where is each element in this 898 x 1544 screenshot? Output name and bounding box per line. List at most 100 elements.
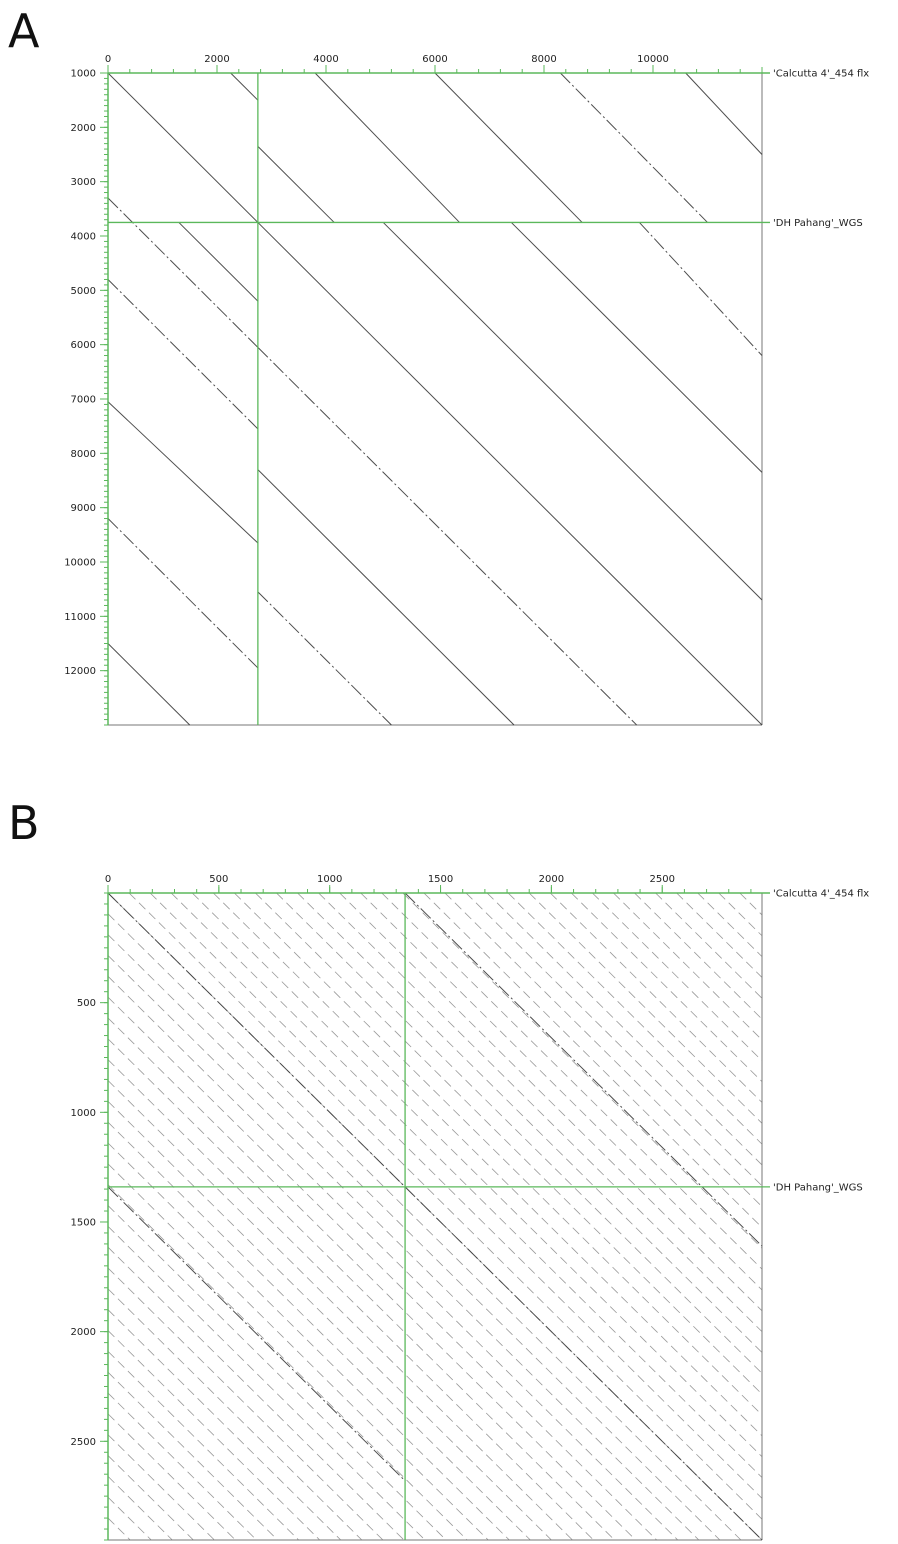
panel-b-dot-segment [107, 913, 742, 1541]
panel-a-x-tick-label: 10000 [637, 54, 669, 65]
panel-b-dot-segment [149, 892, 763, 1499]
panel-b-dot-segment [107, 1413, 236, 1541]
panel-a-dot-segment [510, 222, 763, 473]
panel-a-x-sequence-label: 'Calcutta 4'_454 flx [773, 69, 869, 80]
panel-a-dot-segment [314, 72, 460, 223]
panel-b-dot-segment [107, 1101, 552, 1541]
panel-b-dot-segment [107, 1059, 594, 1541]
panel-b-y-tick-label: 1500 [71, 1217, 96, 1228]
panel-b-dot-segment [107, 1330, 320, 1541]
panel-b-dot-segment [107, 1455, 194, 1541]
panel-b-dot-segment [550, 892, 763, 1103]
panel-a-dot-segment [639, 222, 763, 356]
panel-a-dot-segment [257, 591, 392, 726]
panel-b-dot-segment [107, 955, 700, 1541]
panel-a-y-tick-label: 6000 [71, 340, 96, 351]
panel-b-dot-segment [423, 892, 763, 1228]
panel-b-dot-segment [676, 892, 763, 978]
panel-b-x-tick-label: 0 [105, 874, 111, 885]
panel-a-x-tick-label: 6000 [422, 54, 447, 65]
panel-label-a: A [8, 4, 40, 58]
panel-b-y-tick-label: 2000 [71, 1327, 96, 1338]
panel-a-x-tick-label: 2000 [204, 54, 229, 65]
panel-b-dot-segment [107, 1517, 131, 1541]
panel-b-dot-segment [107, 1267, 384, 1541]
panel-a-y-tick-label: 7000 [71, 395, 96, 406]
panel-b-dot-segment [107, 1205, 447, 1541]
panel-a-y-tick-label: 10000 [64, 558, 96, 569]
panel-b-dot-segment [107, 1226, 426, 1541]
panel-b-dot-segment [107, 1392, 257, 1541]
panel-b-dot-segment [718, 892, 763, 937]
panel-b-dot-segment [107, 892, 406, 1188]
panel-b-x-tick-label: 1500 [428, 874, 453, 885]
panel-b-dot-segment [297, 892, 763, 1353]
panel-b-dot-segment [107, 1186, 406, 1482]
panel-b-x-tick-label: 2500 [650, 874, 675, 885]
panel-b-dot-segment [381, 892, 763, 1270]
panel-b-dot-segment [339, 892, 763, 1312]
panel-b-dot-segment [634, 892, 763, 1020]
panel-a-dot-segment [382, 222, 763, 601]
panel-b-dot-segment [402, 892, 763, 1249]
panel-b-dot-segment [107, 1142, 510, 1541]
panel-b-dot-segment [507, 892, 763, 1145]
panel-a-y-sequence-label: 'DH Pahang'_WGS [773, 218, 863, 229]
panel-a-dot-segment [559, 72, 708, 223]
panel-b-y-tick-label: 2500 [71, 1437, 96, 1448]
panel-b-dot-segment [107, 976, 679, 1541]
panel-a-y-tick-label: 2000 [71, 123, 96, 134]
panel-a-dot-segment [257, 145, 335, 223]
panel-b-dot-segment [107, 934, 721, 1541]
panel-a-x-tick-label: 8000 [531, 54, 556, 65]
panel-a-dot-segment [107, 72, 259, 223]
panel-b-dot-segment [213, 892, 763, 1437]
panel-b-dot-segment [592, 892, 763, 1062]
panel-a-y-tick-label: 5000 [71, 286, 96, 297]
panel-b-dot-segment [234, 892, 763, 1416]
panel-b-dot-segment [486, 892, 763, 1166]
panel-b-y-tick-label: 1000 [71, 1108, 96, 1119]
panel-a-y-tick-label: 12000 [64, 666, 96, 677]
panel-b-dot-segment [444, 892, 763, 1207]
panel-a-dot-segment [257, 222, 763, 726]
panel-a-y-tick-label: 1000 [71, 69, 96, 80]
panel-b-x-sequence-label: 'Calcutta 4'_454 flx [773, 889, 869, 900]
panel-b-dot-segment [128, 892, 763, 1520]
panel-b-dot-segment [107, 1080, 573, 1541]
panel-a-y-tick-label: 3000 [71, 177, 96, 188]
panel-b-y-tick-label: 500 [77, 998, 96, 1009]
panel-b-dot-segment [107, 1371, 278, 1541]
panel-b-dot-segment [465, 892, 763, 1187]
panel-b-dot-segment [107, 1184, 468, 1541]
panel-a-dot-segment [434, 72, 583, 223]
panel-b-dot-segment [107, 1017, 636, 1541]
panel-b-dot-segment [528, 892, 763, 1124]
panel-a-dot-segment [107, 279, 259, 430]
panel-b-dot-segment [255, 892, 763, 1395]
panel-b-dot-segment [107, 1476, 173, 1541]
panel-b-dot-segment [107, 1038, 615, 1541]
panel-b-dot-segment [107, 1121, 531, 1541]
panel-a-dot-segment [107, 518, 259, 669]
panel-b-dot-segment [404, 1186, 763, 1541]
panel-b-dot-segment [107, 1434, 215, 1541]
panel-b-dot-segment [318, 892, 763, 1332]
panel-b-dot-segment [107, 1163, 489, 1541]
panel-a-dot-segment [178, 222, 259, 302]
panel-a-dot-segment [107, 197, 259, 348]
panel-b-dot-segment [107, 1288, 363, 1541]
panel-a-dot-segment [107, 643, 191, 726]
panel-a-y-tick-label: 8000 [71, 449, 96, 460]
panel-a-y-tick-label: 11000 [64, 612, 96, 623]
panel-a-x-tick-label: 0 [105, 54, 111, 65]
panel-b-dot-segment [655, 892, 763, 999]
panel-b-dot-segment [739, 892, 763, 916]
panel-a-dot-segment [257, 469, 515, 726]
panel-b-x-tick-label: 2000 [539, 874, 564, 885]
panel-b-dot-segment [613, 892, 763, 1041]
panel-b-y-sequence-label: 'DH Pahang'_WGS [773, 1182, 863, 1193]
panel-b-dot-segment [404, 892, 763, 1247]
panel-b-dot-segment [571, 892, 763, 1082]
